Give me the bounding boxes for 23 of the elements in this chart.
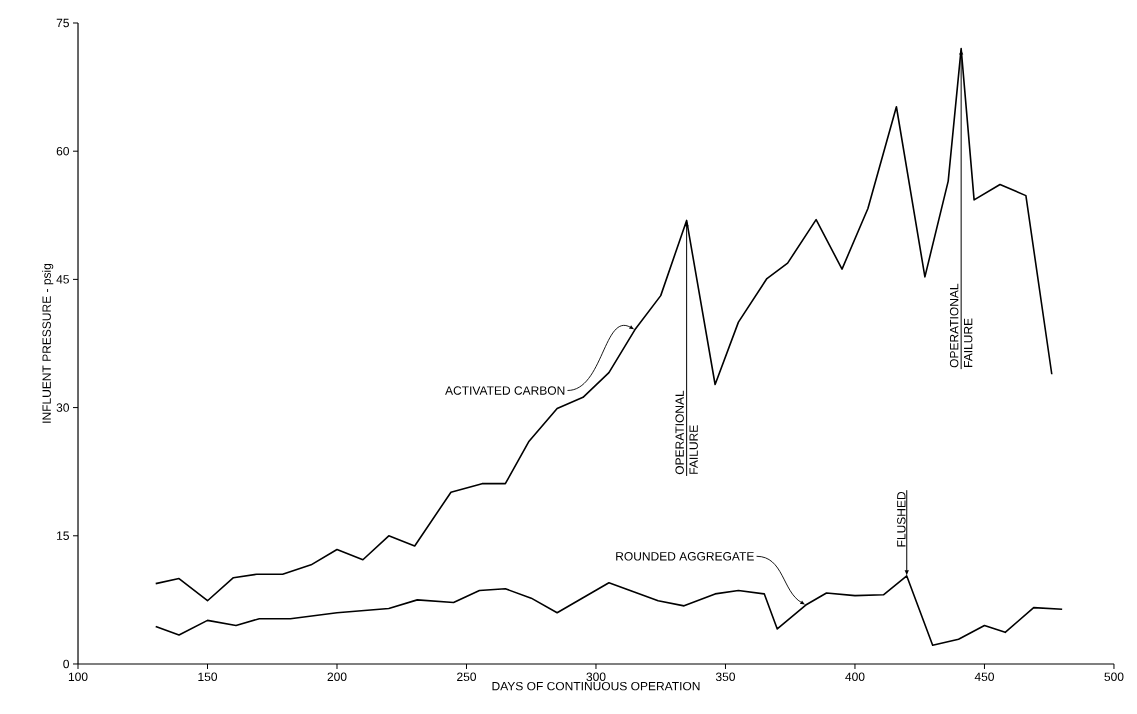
x-tick-label: 100 bbox=[68, 672, 88, 682]
y-tick-label: 15 bbox=[57, 531, 69, 540]
x-tick-label: 250 bbox=[457, 672, 477, 682]
x-axis-title: DAYS OF CONTINUOUS OPERATION bbox=[492, 681, 700, 691]
annotation: FLUSHED bbox=[897, 491, 906, 547]
series-label: ROUNDED AGGREGATE bbox=[616, 552, 754, 561]
y-tick-label: 30 bbox=[56, 403, 70, 412]
x-tick-label: 500 bbox=[1104, 672, 1124, 682]
annotation: OPERATIONAL FAILURE bbox=[949, 283, 973, 368]
x-tick-label: 200 bbox=[327, 672, 347, 682]
x-tick-label: 150 bbox=[198, 672, 218, 682]
x-tick-label: 450 bbox=[974, 672, 995, 682]
y-tick-label: 60 bbox=[56, 146, 70, 156]
series-label: ACTIVATED CARBON bbox=[445, 386, 565, 395]
y-axis-title: INFLUENT PRESSURE - psig bbox=[42, 263, 54, 423]
x-tick-label: 350 bbox=[715, 672, 736, 682]
x-tick-label: 300 bbox=[586, 672, 606, 682]
annotation: OPERATIONAL FAILURE bbox=[675, 390, 698, 475]
line-series bbox=[154, 47, 1053, 602]
y-tick-label: 45 bbox=[56, 275, 69, 284]
y-tick-label: 0 bbox=[63, 659, 70, 669]
x-tick-label: 400 bbox=[845, 672, 865, 682]
y-tick-label: 75 bbox=[56, 18, 69, 28]
